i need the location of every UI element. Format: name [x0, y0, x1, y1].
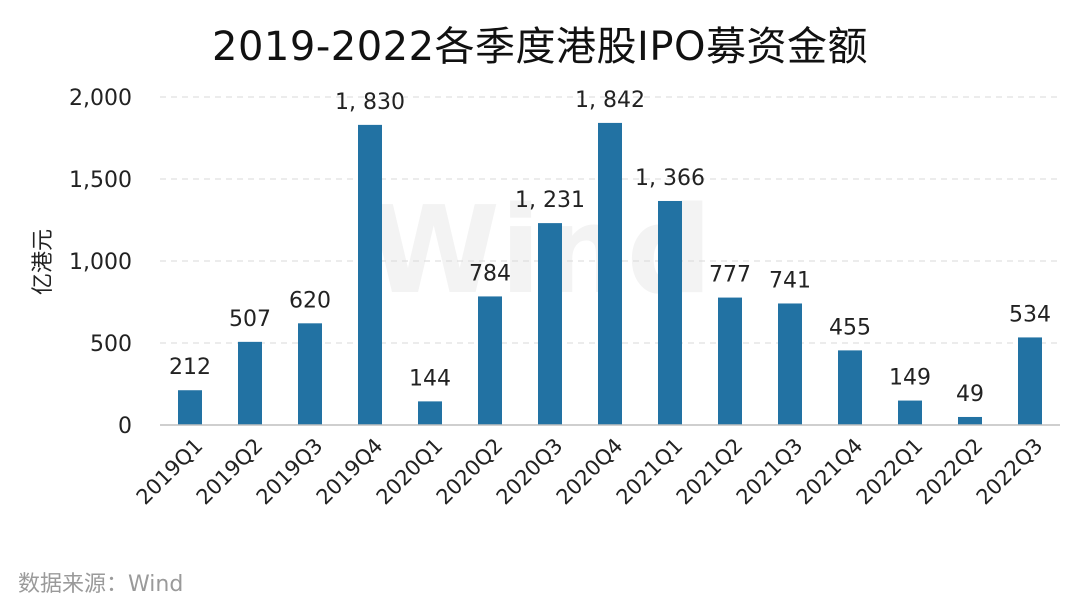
data-label: 1, 231 — [515, 188, 585, 213]
data-label: 1, 842 — [575, 88, 645, 113]
data-label: 741 — [769, 268, 811, 293]
data-label: 620 — [289, 288, 331, 313]
bar — [1018, 337, 1042, 425]
x-tick-label: 2022Q3 — [972, 434, 1048, 510]
y-tick-label: 1,500 — [69, 168, 132, 193]
bar — [838, 350, 862, 425]
y-tick-label: 1,000 — [69, 250, 132, 275]
bar — [598, 122, 622, 426]
chart-title: 2019-2022各季度港股IPO募资金额 — [212, 24, 868, 70]
bar — [418, 401, 442, 425]
data-label: 507 — [229, 307, 271, 332]
data-label: 144 — [409, 366, 451, 391]
bar — [358, 124, 382, 425]
y-axis-label: 亿港元 — [31, 229, 56, 295]
data-label: 149 — [889, 366, 931, 391]
bar — [238, 341, 262, 425]
bar — [718, 297, 742, 425]
bar — [538, 223, 562, 425]
data-label: 1, 366 — [635, 166, 705, 191]
y-tick-label: 500 — [90, 332, 132, 357]
bar — [898, 400, 922, 425]
bar — [778, 303, 802, 425]
data-label: 212 — [169, 355, 211, 380]
data-label: 777 — [709, 263, 751, 288]
bar — [298, 323, 322, 425]
bar — [478, 296, 502, 425]
data-label: 1, 830 — [335, 90, 405, 115]
data-label: 49 — [956, 382, 984, 407]
y-tick-label: 0 — [118, 414, 132, 439]
data-label: 784 — [469, 261, 511, 286]
data-label: 534 — [1009, 302, 1051, 327]
bar — [658, 200, 682, 425]
bar — [178, 390, 202, 425]
data-label: 455 — [829, 315, 871, 340]
bar — [958, 416, 982, 425]
y-tick-label: 2,000 — [69, 86, 132, 111]
source-note: 数据来源：Wind — [18, 572, 184, 597]
